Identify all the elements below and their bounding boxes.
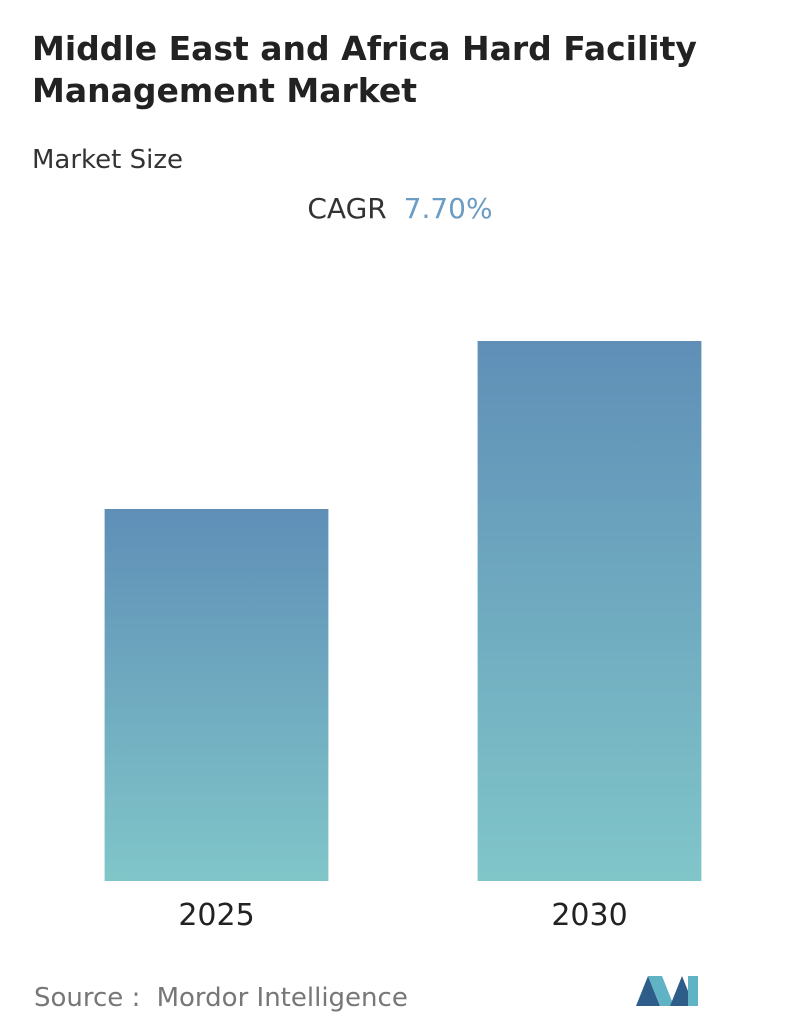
chart-subtitle: Market Size <box>32 145 183 175</box>
bar <box>477 341 702 881</box>
cagr-label: CAGR <box>307 192 386 225</box>
source-label: Source : <box>34 983 140 1013</box>
source-name: Mordor Intelligence <box>157 983 408 1013</box>
logo <box>636 976 698 1006</box>
cagr: CAGR 7.70% <box>307 192 492 225</box>
chart-title: Middle East and Africa Hard Facility Mana… <box>32 29 697 110</box>
x-tick-label: 2025 <box>178 898 254 933</box>
x-tick-label: 2030 <box>551 898 627 933</box>
cagr-value: 7.70% <box>404 192 493 225</box>
source: Source : Mordor Intelligence <box>34 983 408 1013</box>
bar <box>104 509 329 881</box>
